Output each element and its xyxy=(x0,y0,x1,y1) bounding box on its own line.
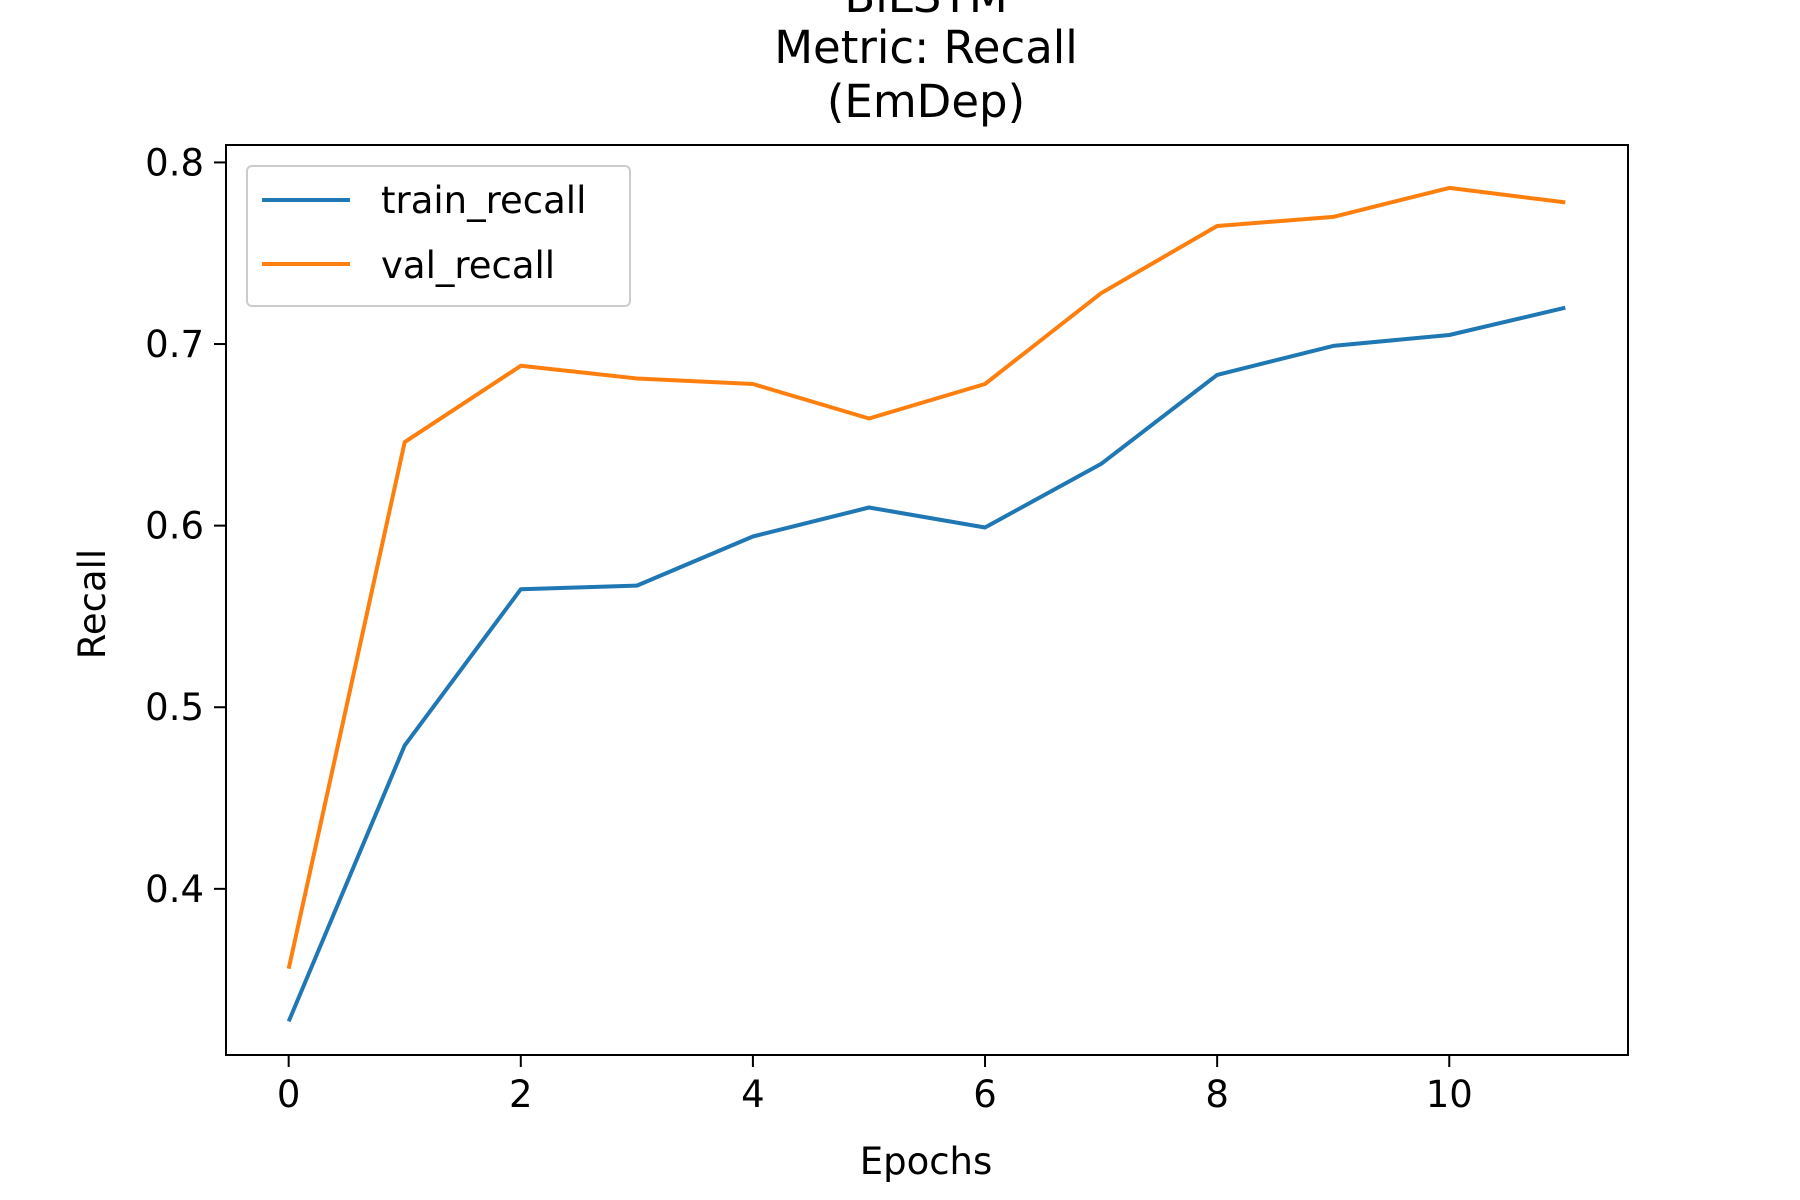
y-tick-label: 0.7 xyxy=(145,323,204,366)
title-line-3: (EmDep) xyxy=(827,75,1025,128)
y-tick-label: 0.4 xyxy=(145,868,204,911)
x-tick-label: 10 xyxy=(1426,1073,1473,1116)
x-tick-label: 8 xyxy=(1205,1073,1229,1116)
y-tick-label: 0.5 xyxy=(145,686,204,729)
y-axis-label: Recall xyxy=(71,549,114,659)
x-tick-label: 0 xyxy=(277,1073,301,1116)
series-layer xyxy=(286,185,1566,1023)
plot-area-frame xyxy=(225,144,1629,1056)
title-line-2: Metric: Recall xyxy=(774,21,1078,74)
x-tick-label: 2 xyxy=(509,1073,533,1116)
x-axis: 0 2 4 6 8 10 xyxy=(277,1055,1473,1116)
legend-label-train-recall: train_recall xyxy=(381,179,586,222)
series-line-val-recall xyxy=(286,185,1566,970)
title-line-1: BiLSTM xyxy=(844,0,1007,23)
chart-title: BiLSTM Metric: Recall (EmDep) xyxy=(774,0,1078,128)
y-tick-label: 0.6 xyxy=(145,505,204,548)
series-line-train-recall xyxy=(286,305,1566,1023)
x-tick-label: 4 xyxy=(741,1073,765,1116)
legend-label-val-recall: val_recall xyxy=(381,244,555,287)
y-tick-label: 0.8 xyxy=(145,141,204,184)
x-axis-label: Epochs xyxy=(860,1140,993,1183)
y-axis: 0.4 0.5 0.6 0.7 0.8 xyxy=(145,141,226,911)
x-tick-label: 6 xyxy=(973,1073,997,1116)
legend: train_recall val_recall xyxy=(246,165,631,307)
